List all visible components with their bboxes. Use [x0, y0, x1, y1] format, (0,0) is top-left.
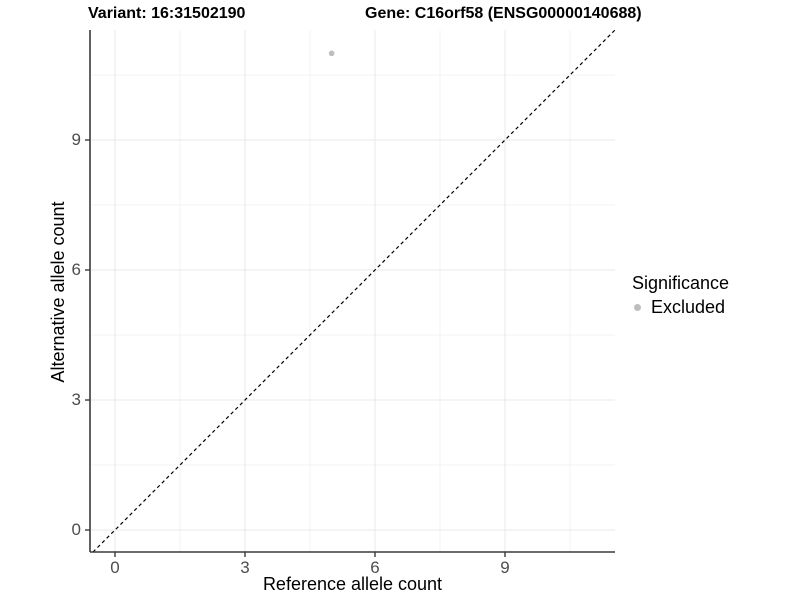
x-axis-title: Reference allele count	[262, 574, 443, 594]
x-tick-label: 0	[110, 558, 120, 577]
gene-title: Gene: C16orf58 (ENSG00000140688)	[365, 5, 642, 22]
legend-title: Significance	[632, 273, 730, 293]
identity-line	[92, 29, 616, 553]
legend: Significance Excluded	[632, 272, 729, 318]
y-tick-label: 0	[71, 520, 81, 539]
legend-item-label: Excluded	[651, 297, 726, 317]
x-tick-label: 3	[240, 558, 250, 577]
data-point	[328, 50, 335, 57]
legend-item-excluded: Excluded	[632, 296, 729, 318]
x-tick-label: 9	[500, 558, 510, 577]
y-tick-label: 3	[71, 390, 81, 409]
y-axis-title: Alternative allele count	[48, 201, 68, 383]
legend-key	[632, 299, 648, 315]
y-tick-label: 9	[71, 130, 81, 149]
x-tick-label: 6	[370, 558, 380, 577]
y-tick-label: 6	[71, 260, 81, 279]
excluded-dot-icon	[634, 304, 641, 311]
variant-title: Variant: 16:31502190	[88, 5, 246, 22]
